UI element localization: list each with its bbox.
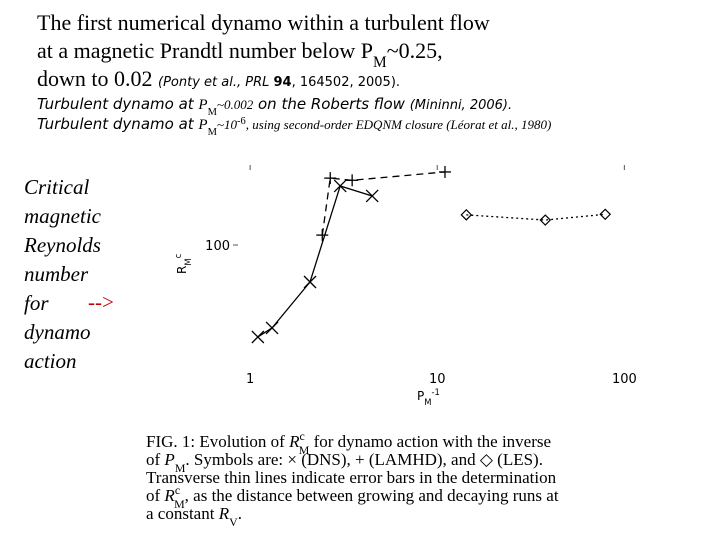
marker-stroke (303, 275, 317, 289)
subscript: M (208, 127, 218, 138)
text: a constant (146, 504, 219, 523)
superscript: c (175, 483, 180, 497)
marker-stroke (251, 330, 265, 344)
superscript: -6 (237, 116, 246, 127)
marker (265, 321, 279, 335)
text: . (238, 504, 242, 523)
series-line (257, 185, 373, 338)
text: ~0.002 (217, 97, 254, 112)
text: of (146, 486, 164, 505)
title-line: Turbulent dynamo at PM~0.002 on the Robe… (37, 95, 512, 118)
note-line: magnetic (24, 204, 102, 228)
subscript: M (424, 397, 431, 407)
text: R (218, 504, 230, 523)
text: down to 0.02 (37, 66, 158, 91)
subscript: M (174, 497, 185, 511)
subscript: M (183, 258, 193, 265)
citation: 94 (273, 75, 291, 90)
marker (460, 209, 473, 221)
text: , as the distance between growing and de… (185, 486, 559, 505)
series-line (466, 213, 606, 221)
x-tick-label: 1 (246, 372, 254, 387)
text: R (163, 486, 175, 505)
x-tick-label: 10 (429, 372, 446, 387)
marker (539, 214, 552, 226)
marker (324, 172, 337, 185)
marker (251, 330, 265, 344)
marker (316, 229, 329, 242)
marker-stroke (599, 208, 612, 221)
text: ~10 (217, 117, 238, 132)
caption-line: FIG. 1: Evolution of Rc M for dynamo acti… (146, 429, 551, 457)
superscript: -1 (431, 387, 439, 397)
text: FIG. 1: Evolution of (146, 432, 289, 451)
superscript: c (299, 429, 304, 443)
superscript: c (173, 253, 183, 258)
x-axis-label: PM-1 (417, 387, 440, 407)
text: Transverse thin lines indicate error bar… (146, 468, 557, 487)
text: Turbulent dynamo at (37, 115, 198, 133)
note-line: dynamo (24, 320, 91, 344)
marker-stroke (365, 189, 379, 203)
marker-stroke (265, 321, 279, 335)
y-axis-label: RMc (173, 253, 193, 274)
x-tick-label: 100 (612, 372, 637, 387)
note-line: Critical (24, 175, 90, 199)
citation: (Mininni, 2006). (410, 98, 512, 113)
text: The first numerical dynamo within a turb… (37, 10, 490, 35)
text: P (163, 450, 174, 469)
text: for dynamo action with the inverse (309, 432, 551, 451)
text: P (197, 97, 207, 113)
arrow-text: --> (88, 290, 114, 314)
y-tick-label: 100 (205, 239, 230, 254)
marker-stroke (333, 179, 347, 193)
text: of (146, 450, 164, 469)
marker-stroke (460, 209, 473, 221)
marker-stroke (539, 214, 552, 226)
caption-line: of PM. Symbols are: × (DNS), + (LAMHD), … (146, 450, 543, 475)
marker (438, 165, 451, 178)
series-line (321, 171, 446, 236)
title-line: Turbulent dynamo at PM~10-6, using secon… (37, 115, 551, 138)
title-line: down to 0.02 (Ponty et al., PRL 94, 1645… (37, 66, 400, 91)
marker (346, 174, 359, 187)
note-line: for (24, 291, 49, 315)
text: at a magnetic Prandtl number below P (37, 38, 373, 63)
citation: (Ponty et al., PRL (158, 75, 273, 90)
text: R (175, 266, 189, 274)
subscript: V (229, 515, 238, 529)
plot: 1 10 100 100 (205, 165, 637, 387)
subscript: M (175, 461, 186, 475)
title-line: at a magnetic Prandtl number below PM~0.… (37, 38, 443, 71)
subscript: M (208, 107, 218, 118)
text: . Symbols are: × (DNS), + (LAMHD), and ◇… (185, 450, 543, 469)
note-line: number (24, 262, 89, 286)
marker (599, 208, 612, 221)
title-line: The first numerical dynamo within a turb… (37, 10, 490, 35)
text: P (197, 117, 207, 133)
text: R (288, 432, 300, 451)
marker (365, 189, 379, 203)
text: on the Roberts flow (253, 95, 410, 113)
subscript: M (373, 54, 387, 71)
marker (333, 179, 347, 193)
caption-line: of Rc M, as the distance between growing … (146, 483, 559, 511)
citation: , 164502, 2005). (292, 75, 400, 90)
subscript: M (299, 443, 310, 457)
text: ~0.25, (387, 38, 443, 63)
caption-line: Transverse thin lines indicate error bar… (146, 468, 557, 487)
side-note: Critical magnetic Reynolds number for --… (23, 175, 114, 373)
note-line: action (24, 349, 77, 373)
marker (303, 275, 317, 289)
text: P (417, 389, 424, 403)
text: Turbulent dynamo at (37, 95, 198, 113)
note-line: Reynolds (23, 233, 101, 257)
caption: FIG. 1: Evolution of Rc M for dynamo acti… (146, 429, 559, 529)
text: , using second-order EDQNM closure (Léor… (246, 117, 552, 132)
caption-line: a constant RV. (146, 504, 242, 529)
